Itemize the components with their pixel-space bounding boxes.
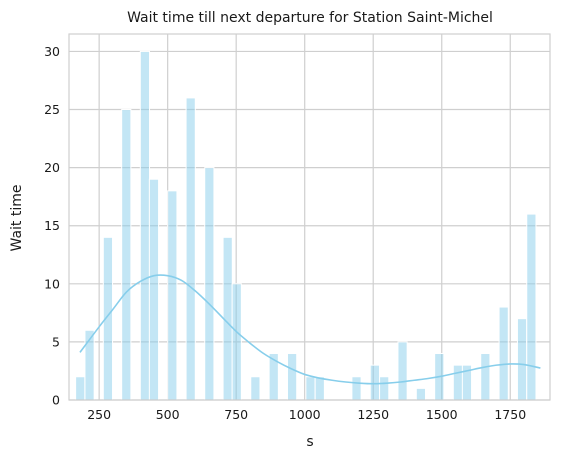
x-tick-labels: 250 500 750 1000 1250 1500 1750: [87, 407, 526, 422]
histogram-bar-11: [250, 376, 261, 401]
histogram-bar-6: [167, 190, 178, 401]
x-tick-label-5: 1500: [426, 407, 458, 422]
histogram-bar-19: [397, 341, 408, 401]
y-tick-label-6: 30: [44, 44, 60, 59]
y-tick-label-1: 5: [52, 334, 60, 349]
histogram-bar-27: [526, 213, 537, 401]
histogram-bar-20: [415, 387, 427, 401]
x-tick-label-2: 750: [224, 407, 248, 422]
histogram-bar-4: [139, 50, 151, 401]
bars-layer: [75, 50, 537, 401]
x-tick-label-0: 250: [87, 407, 111, 422]
x-tick-label-3: 1000: [289, 407, 321, 422]
histogram-bar-15: [314, 376, 325, 401]
histogram-bar-3: [121, 109, 132, 401]
plot-frame: [68, 33, 551, 401]
histogram-bar-5: [148, 178, 160, 401]
y-tick-label-2: 10: [44, 276, 60, 291]
kde-line: [79, 274, 541, 385]
histogram-bar-16: [351, 376, 362, 401]
histogram-bar-14: [305, 376, 316, 401]
x-tick-label-4: 1250: [357, 407, 389, 422]
histogram-bar-18: [379, 376, 390, 401]
histogram-bar-7: [185, 97, 196, 401]
y-tick-label-5: 25: [44, 102, 60, 117]
histogram-bar-0: [75, 376, 86, 401]
histogram-bar-13: [286, 353, 298, 401]
histogram-bar-25: [498, 306, 509, 401]
x-tick-label-6: 1750: [494, 407, 526, 422]
histogram-bar-22: [452, 364, 464, 401]
histogram-bar-10: [231, 283, 242, 401]
histogram-bar-8: [204, 167, 215, 401]
kde-layer: [79, 274, 541, 385]
x-axis-label: s: [306, 434, 313, 450]
chart-title: Wait time till next departure for Statio…: [127, 10, 493, 26]
histogram-bar-17: [369, 364, 380, 401]
y-tick-labels: 0 5 10 15 20 25 30: [44, 44, 60, 408]
x-tick-label-1: 500: [156, 407, 180, 422]
y-tick-label-0: 0: [52, 393, 60, 408]
histogram-bar-24: [480, 353, 491, 401]
y-tick-label-4: 20: [44, 160, 60, 175]
histogram-bar-26: [516, 318, 528, 401]
y-tick-label-3: 15: [44, 218, 60, 233]
y-axis-label: Wait time: [9, 185, 25, 252]
